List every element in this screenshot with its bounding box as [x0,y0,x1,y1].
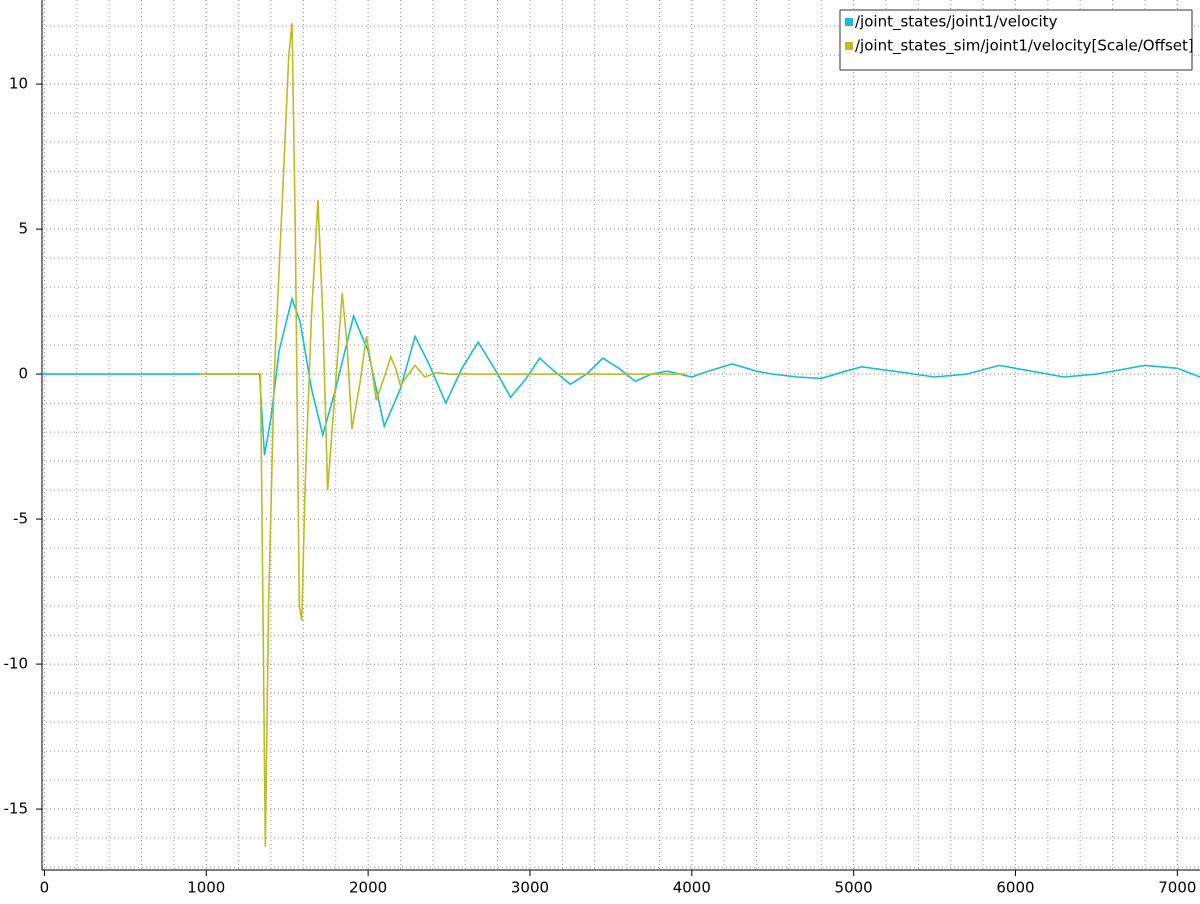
y-tick-label: 0 [18,365,28,383]
x-tick-label: 1000 [187,879,225,897]
y-tick-label: -15 [4,800,29,818]
y-tick-label: -5 [13,510,28,528]
y-tick-label: -10 [4,655,29,673]
y-tick-label: 10 [9,75,28,93]
legend: /joint_states/joint1/velocity/joint_stat… [839,9,1194,71]
legend-label: /joint_states/joint1/velocity [855,13,1058,32]
x-tick-label: 3000 [511,879,549,897]
x-tick-label: 4000 [673,879,711,897]
x-tick-label: 2000 [349,879,387,897]
series-line [199,23,686,847]
x-tick-label: 5000 [835,879,873,897]
x-tick-label: 6000 [996,879,1034,897]
y-tick-label: 5 [18,220,28,238]
legend-label: /joint_states_sim/joint1/velocity[Scale/… [855,37,1194,56]
x-tick-label: 7000 [1158,879,1196,897]
series-line [42,295,1200,456]
legend-box [839,9,1193,71]
legend-swatch [845,18,853,26]
x-tick-label: 0 [40,879,50,897]
legend-swatch [845,42,853,50]
